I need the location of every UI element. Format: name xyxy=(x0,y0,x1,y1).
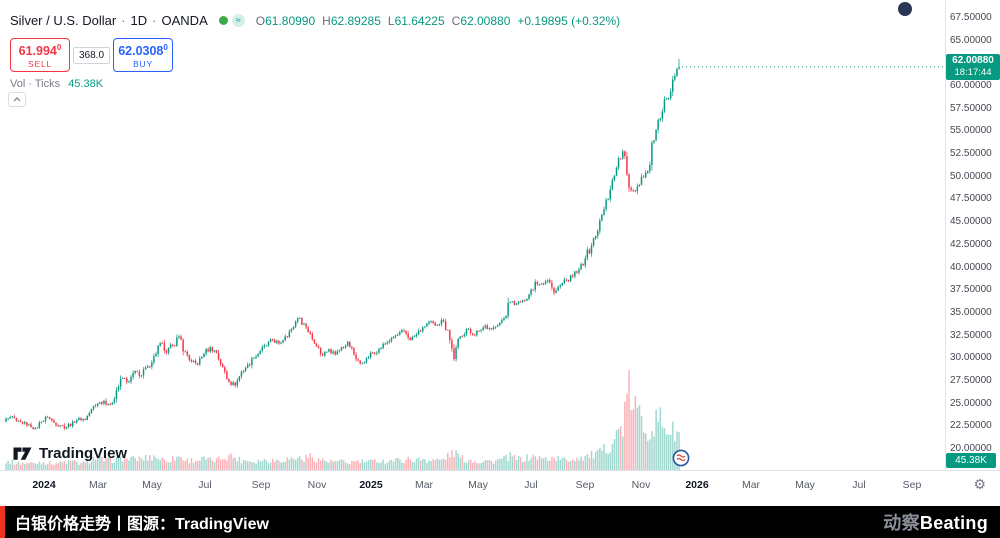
brand-logo: 动察Beating xyxy=(883,509,988,535)
price-axis-label: 20.00000 xyxy=(950,443,992,454)
symbol-legend: Silver / U.S. Dollar · 1D · OANDA ≈ O61.… xyxy=(10,13,620,28)
time-axis-label: Mar xyxy=(414,479,434,491)
oanda-logo-badge xyxy=(672,449,690,472)
price-axis-label: 50.00000 xyxy=(950,170,992,182)
time-axis-label: Mar xyxy=(741,479,761,491)
price-axis-label: 30.00000 xyxy=(950,352,992,364)
price-axis-label: 27.50000 xyxy=(950,374,992,386)
time-axis-label: May xyxy=(142,479,162,491)
close-value: 62.00880 xyxy=(460,13,511,28)
gear-icon[interactable]: ⚙ xyxy=(973,476,986,492)
legend-separator: · xyxy=(121,13,126,28)
footer-caption: 白银价格走势丨图源：TradingView xyxy=(15,516,269,533)
buy-button[interactable]: 62.03080 BUY xyxy=(113,38,174,72)
price-axis-label: 47.50000 xyxy=(950,193,992,205)
low-label: L xyxy=(387,13,395,28)
ohlc-values: O61.80990 H62.89285 L61.64225 C62.00880 … xyxy=(256,14,620,28)
bar-countdown: 18:17:44 xyxy=(954,66,992,78)
time-axis-label: 2026 xyxy=(685,479,709,491)
time-axis-label: Jul xyxy=(198,479,212,491)
time-axis-label: Nov xyxy=(631,479,651,491)
time-axis-label: 2025 xyxy=(359,479,383,491)
low-value: 61.64225 xyxy=(394,13,445,28)
price-axis-label: 25.00000 xyxy=(950,397,992,409)
interval-label[interactable]: 1D xyxy=(130,13,148,28)
price-axis-label: 60.00000 xyxy=(950,80,992,92)
exchange-label: OANDA xyxy=(161,13,208,28)
current-volume-badge: 45.38K xyxy=(946,453,996,468)
price-axis-label: 52.50000 xyxy=(950,148,992,160)
price-axis-label: 32.50000 xyxy=(950,329,992,341)
sell-price-sup: 0 xyxy=(56,42,62,52)
price-axis[interactable]: 62.00880 18:17:44 45.38K 67.50000 65.0000… xyxy=(945,0,1000,470)
collapse-panel-button[interactable] xyxy=(8,92,26,107)
high-value: 62.89285 xyxy=(330,13,381,28)
current-price-value: 62.00880 xyxy=(952,54,994,66)
tradingview-logo-text: TradingView xyxy=(39,445,128,462)
price-axis-label: 35.00000 xyxy=(950,306,992,318)
time-axis-label: 2024 xyxy=(32,479,56,491)
price-axis-label: 67.50000 xyxy=(950,12,992,23)
brand-white-text: Beating xyxy=(919,513,988,533)
chevron-up-icon xyxy=(13,97,21,102)
volume-indicator-row: Vol · Ticks 45.38K xyxy=(10,78,103,90)
change-value: +0.19895 (+0.32%) xyxy=(517,13,621,28)
tradingview-logo[interactable]: TradingView xyxy=(12,443,127,464)
price-axis-label: 57.50000 xyxy=(950,102,992,114)
status-dot xyxy=(898,2,912,16)
high-label: H xyxy=(322,13,331,28)
time-axis-label: Sep xyxy=(251,479,271,491)
realtime-data-icon[interactable]: ≈ xyxy=(231,14,245,27)
time-axis[interactable]: ⚙ 2024 Mar May Jul Sep Nov 2025 Mar May Jul Sep Nov… xyxy=(0,470,1000,506)
footer-accent-bar xyxy=(0,506,5,538)
tradingview-mark-icon xyxy=(13,447,32,460)
close-label: C xyxy=(451,13,461,28)
open-value: 61.80990 xyxy=(265,13,316,28)
candlestick-chart-canvas[interactable] xyxy=(0,0,945,470)
price-axis-label: 55.00000 xyxy=(950,125,992,137)
price-axis-label: 40.00000 xyxy=(950,261,992,273)
time-axis-label: Sep xyxy=(902,479,922,491)
buy-price: 62.0308 xyxy=(118,44,164,59)
time-axis-label: Jul xyxy=(852,479,866,491)
price-axis-label: 45.00000 xyxy=(950,216,992,228)
sell-price: 61.994 xyxy=(18,44,57,59)
price-axis-label: 22.50000 xyxy=(950,420,992,432)
volume-indicator-label[interactable]: Vol · Ticks xyxy=(10,78,61,90)
market-status-icon[interactable] xyxy=(218,16,228,25)
sell-button[interactable]: 61.9940 SELL xyxy=(10,38,70,72)
time-axis-label: Nov xyxy=(307,479,327,491)
legend-separator: · xyxy=(152,13,157,28)
price-axis-label: 65.00000 xyxy=(950,34,992,46)
trade-panel: 61.9940 SELL 368.0 62.03080 BUY xyxy=(10,38,174,72)
buy-price-sup: 0 xyxy=(163,42,168,52)
price-axis-label: 42.50000 xyxy=(950,238,992,250)
time-axis-label: Jul xyxy=(524,479,538,491)
symbol-title[interactable]: Silver / U.S. Dollar xyxy=(10,13,117,28)
sell-label: SELL xyxy=(28,59,52,70)
time-axis-label: Mar xyxy=(88,479,108,491)
time-axis-label: May xyxy=(468,479,488,491)
footer-bar: 白银价格走势丨图源：TradingView 动察Beating xyxy=(0,506,1000,538)
open-label: O xyxy=(255,13,266,28)
brand-gray-text: 动察 xyxy=(883,513,920,533)
current-price-badge: 62.00880 18:17:44 xyxy=(946,53,1000,80)
time-axis-label: Sep xyxy=(575,479,595,491)
spread-value: 368.0 xyxy=(73,46,111,64)
volume-indicator-value: 45.38K xyxy=(68,78,104,90)
time-axis-label: May xyxy=(795,479,815,491)
price-axis-label: 37.50000 xyxy=(950,284,992,296)
buy-label: BUY xyxy=(133,59,153,70)
